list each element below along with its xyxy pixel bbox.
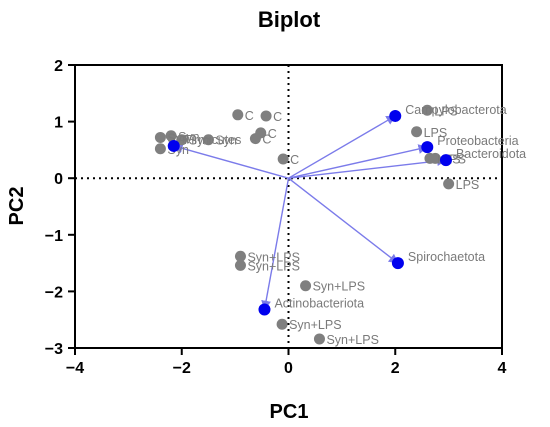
score-point — [202, 134, 214, 146]
loading-arrow — [172, 143, 289, 179]
score-point — [165, 130, 177, 142]
loading-arrow — [288, 115, 397, 179]
score-point — [313, 333, 325, 345]
score-label: LPS — [434, 104, 458, 118]
plot-area: −4−2024210−1−2−3SynSynSynSynSynCCCCCLPSL… — [45, 58, 526, 377]
score-label: Syn — [178, 130, 200, 144]
x-tick-label: −2 — [173, 360, 191, 377]
score-label: Syn — [189, 134, 211, 148]
y-tick-label: 2 — [54, 58, 63, 75]
score-point — [234, 250, 246, 262]
score-point — [276, 318, 288, 330]
loading-point — [391, 257, 404, 270]
loading-point — [439, 154, 452, 167]
score-point — [429, 152, 441, 164]
chart-title: Biplot — [258, 7, 321, 32]
loading-label: Firmicutes — [184, 133, 242, 147]
y-tick-label: −1 — [45, 228, 63, 245]
score-label: Syn+LPS — [247, 259, 299, 273]
y-tick-label: 1 — [54, 115, 63, 132]
x-tick-label: −4 — [66, 360, 84, 377]
y-tick-label: −2 — [45, 284, 63, 301]
score-point — [232, 109, 244, 121]
score-point — [234, 259, 246, 271]
loading-point — [421, 141, 434, 154]
loading-point — [258, 303, 271, 316]
loading-arrow — [261, 178, 290, 311]
score-point — [411, 126, 423, 138]
score-label: Syn+LPS — [326, 333, 378, 347]
score-point — [300, 280, 312, 292]
loading-label: Actinobacteriota — [274, 297, 364, 311]
loading-label: Campylobacterota — [405, 103, 506, 117]
score-label: C — [273, 110, 282, 124]
score-label: LPS — [424, 126, 448, 140]
loading-point — [167, 139, 180, 152]
score-label: C — [290, 153, 299, 167]
loading-label: Spirochaetota — [408, 250, 485, 264]
x-tick-label: 0 — [284, 360, 293, 377]
x-tick-label: 2 — [391, 360, 400, 377]
y-tick-label: 0 — [54, 171, 63, 188]
score-label: C — [268, 127, 277, 141]
x-tick-label: 4 — [498, 360, 507, 377]
score-label: C — [245, 109, 254, 123]
score-label: Syn+LPS — [247, 250, 299, 264]
loading-arrow — [288, 177, 399, 264]
score-point — [154, 131, 166, 143]
score-point — [421, 104, 433, 116]
loading-arrow — [288, 144, 429, 179]
score-point — [176, 134, 188, 146]
loading-arrow — [288, 156, 447, 179]
score-label: Syn — [215, 134, 237, 148]
loading-point — [389, 109, 402, 122]
score-label: C — [262, 133, 271, 147]
loading-label: Bacteroidota — [456, 147, 526, 161]
score-point — [277, 153, 289, 165]
y-axis-label: PC2 — [6, 187, 28, 226]
score-point — [260, 110, 272, 122]
x-axis-label: PC1 — [270, 401, 309, 423]
loading-label: Proteobacteria — [437, 134, 518, 148]
score-label: Syn+LPS — [289, 318, 341, 332]
score-point — [443, 178, 455, 190]
score-label: Syn+LPS — [313, 280, 365, 294]
y-tick-label: −3 — [45, 341, 63, 358]
score-point — [154, 143, 166, 155]
score-label: LPS — [456, 178, 480, 192]
score-point — [249, 133, 261, 145]
